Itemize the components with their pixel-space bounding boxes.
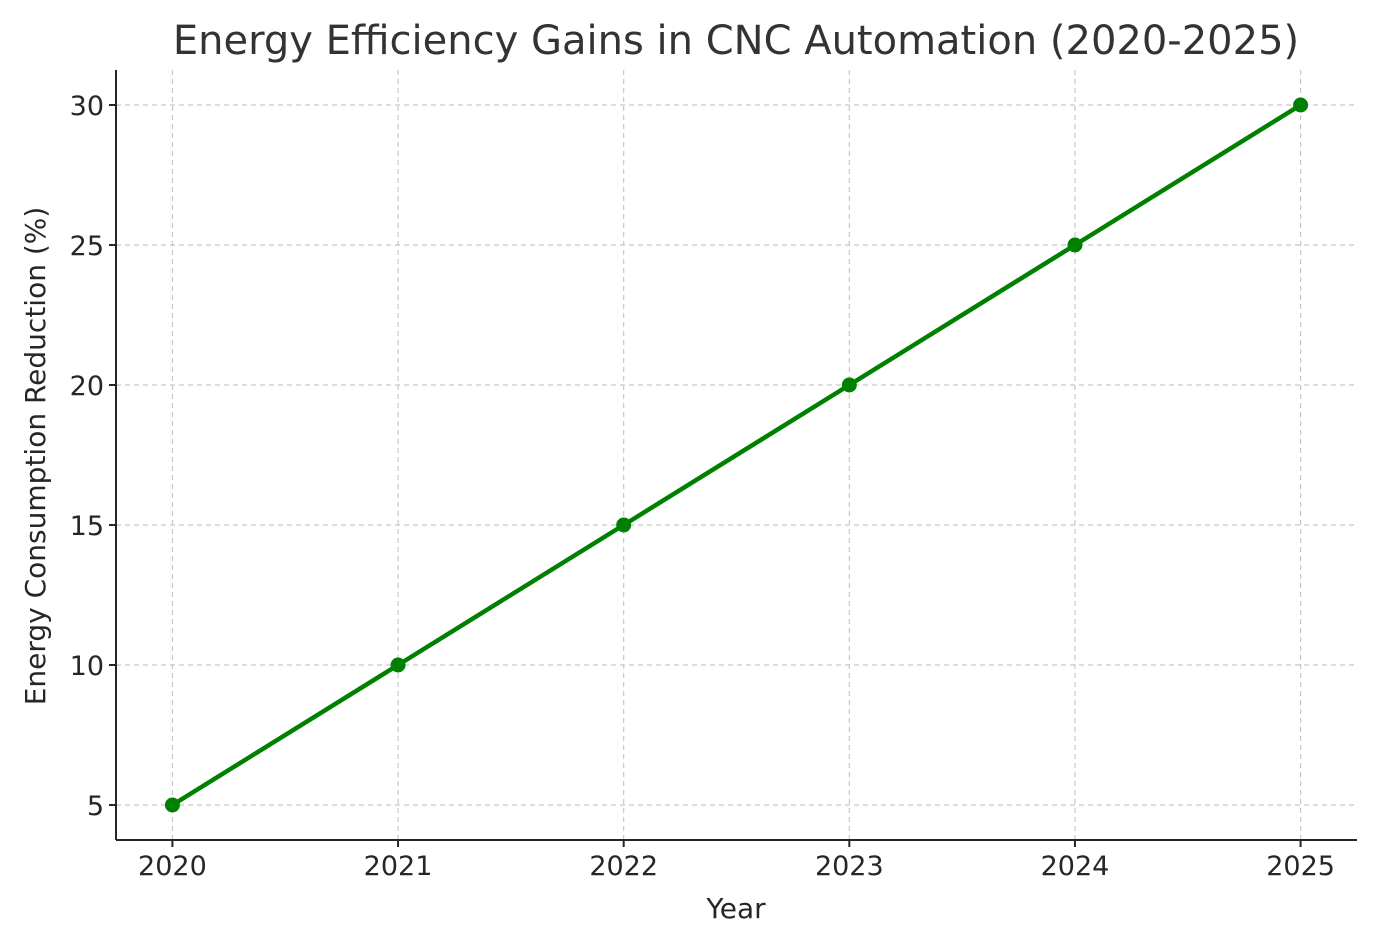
y-tick-label: 20 — [70, 371, 104, 402]
x-tick-label: 2024 — [1041, 851, 1110, 882]
y-tick-label: 15 — [70, 511, 104, 542]
data-point — [1067, 237, 1083, 253]
chart-title: Energy Efficiency Gains in CNC Automatio… — [173, 18, 1299, 64]
y-tick-label: 5 — [87, 791, 104, 822]
data-point — [1293, 97, 1309, 113]
x-tick-label: 2020 — [138, 851, 207, 882]
x-tick-label: 2025 — [1266, 851, 1335, 882]
x-tick-label: 2022 — [589, 851, 658, 882]
y-axis-ticks: 5 10 15 20 25 30 — [70, 91, 116, 822]
x-tick-label: 2021 — [364, 851, 433, 882]
y-tick-label: 30 — [70, 91, 104, 122]
series-layer — [164, 97, 1309, 813]
grid-lines — [116, 70, 1357, 840]
x-tick-label: 2023 — [815, 851, 884, 882]
y-tick-label: 25 — [70, 231, 104, 262]
y-tick-label: 10 — [70, 651, 104, 682]
x-axis-ticks: 2020 2021 2022 2023 2024 2025 — [138, 840, 1335, 882]
data-point — [390, 657, 406, 673]
x-axis-label: Year — [705, 892, 766, 925]
axes — [115, 70, 1357, 841]
data-point — [164, 797, 180, 813]
y-axis-label: Energy Consumption Reduction (%) — [19, 207, 52, 706]
series-line — [170, 102, 1303, 808]
data-point — [616, 517, 632, 533]
data-point — [841, 377, 857, 393]
